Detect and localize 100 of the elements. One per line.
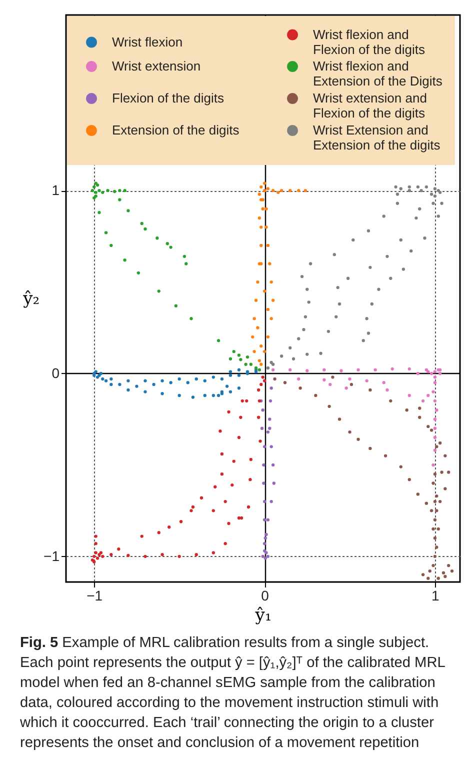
point <box>306 288 309 291</box>
point <box>399 187 402 190</box>
point <box>394 185 398 189</box>
point <box>306 369 309 372</box>
point <box>271 463 275 467</box>
point <box>126 209 130 212</box>
point <box>90 189 94 192</box>
point <box>436 576 440 580</box>
point <box>182 254 186 258</box>
point <box>92 560 96 564</box>
point <box>408 189 411 192</box>
point <box>432 463 435 467</box>
point <box>118 382 122 386</box>
point <box>421 399 425 403</box>
point <box>348 377 352 381</box>
point <box>178 394 181 398</box>
legend-label: Wrist flexion and Flexion of the digits <box>313 26 426 57</box>
point <box>386 388 389 392</box>
point <box>227 522 230 526</box>
point <box>258 192 261 196</box>
point <box>430 428 434 432</box>
point <box>261 408 264 412</box>
point <box>152 382 156 386</box>
point <box>338 302 342 306</box>
point <box>297 337 300 340</box>
point <box>230 483 234 487</box>
point <box>264 226 268 229</box>
legend-label: Wrist Extension and Extension of the digits <box>313 122 441 152</box>
point <box>262 189 266 192</box>
point <box>430 192 434 196</box>
point <box>416 492 420 496</box>
point <box>433 472 437 476</box>
point <box>106 189 110 192</box>
point <box>157 290 160 293</box>
point <box>92 185 96 189</box>
point <box>190 509 193 512</box>
point <box>126 379 130 382</box>
legend-label: Wrist flexion <box>112 34 183 50</box>
point <box>418 207 422 210</box>
point <box>433 536 437 540</box>
point <box>252 350 256 354</box>
point <box>166 242 169 246</box>
point <box>418 406 422 410</box>
point <box>271 362 275 366</box>
point <box>366 332 370 335</box>
point <box>190 317 193 320</box>
point <box>249 362 252 366</box>
point <box>220 377 224 381</box>
point <box>266 244 270 248</box>
point <box>433 426 437 430</box>
point <box>389 276 392 280</box>
point <box>260 426 264 430</box>
point <box>426 370 430 374</box>
point <box>352 238 355 242</box>
point <box>101 377 104 381</box>
legend-label: Wrist extension and Flexion of the digits <box>313 90 427 120</box>
point <box>249 458 252 462</box>
point <box>256 326 260 330</box>
point <box>237 516 241 520</box>
point <box>118 189 122 192</box>
point <box>288 189 292 192</box>
point <box>322 378 326 382</box>
point <box>262 482 266 485</box>
point <box>433 187 437 190</box>
point <box>328 404 331 408</box>
point <box>237 354 241 357</box>
point <box>203 394 206 398</box>
point <box>270 317 273 320</box>
point <box>435 445 438 448</box>
point <box>314 394 318 398</box>
point <box>432 202 435 205</box>
point <box>220 452 224 456</box>
point <box>420 189 423 192</box>
point <box>283 381 287 384</box>
point <box>251 335 254 338</box>
point <box>216 394 220 398</box>
point <box>433 500 437 504</box>
point <box>261 376 264 379</box>
point <box>332 253 336 256</box>
point <box>264 536 267 540</box>
point <box>423 236 426 240</box>
point <box>110 382 113 386</box>
legend-label: Extension of the digits <box>112 122 240 138</box>
point <box>237 368 241 372</box>
point <box>144 379 147 382</box>
point <box>447 564 450 568</box>
point <box>94 542 98 546</box>
point <box>136 271 140 274</box>
y-axis-title: ŷ₂ <box>22 289 40 309</box>
point <box>266 308 270 312</box>
point <box>271 298 275 302</box>
point <box>390 367 394 370</box>
point <box>366 229 370 232</box>
point <box>304 189 308 192</box>
point <box>382 214 386 218</box>
point <box>338 418 342 421</box>
point <box>405 408 408 412</box>
point <box>382 381 386 384</box>
point <box>428 569 432 573</box>
point <box>135 384 138 388</box>
